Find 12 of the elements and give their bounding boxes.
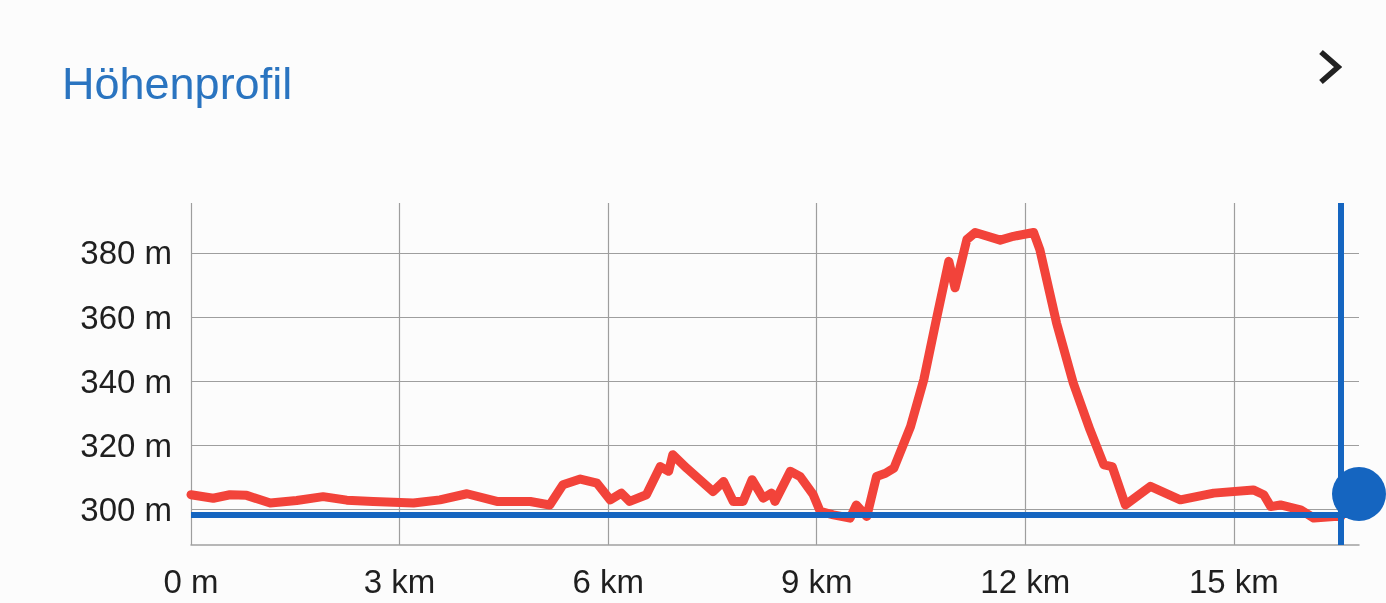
x-tick-label: 9 km [780,563,853,600]
x-tick-label: 3 km [363,563,436,600]
x-tick-label: 12 km [980,563,1071,600]
x-tick-label: 15 km [1188,563,1279,600]
x-tick-label: 0 m [163,563,219,600]
y-tick-label: 360 m [80,298,172,336]
y-tick-label: 340 m [80,362,172,400]
y-tick-label: 320 m [80,426,172,464]
x-tick-label: 6 km [572,563,644,600]
y-tick-label: 300 m [80,490,172,528]
chart-title: Höhenprofil [62,58,293,109]
y-tick-label: 380 m [80,234,172,272]
